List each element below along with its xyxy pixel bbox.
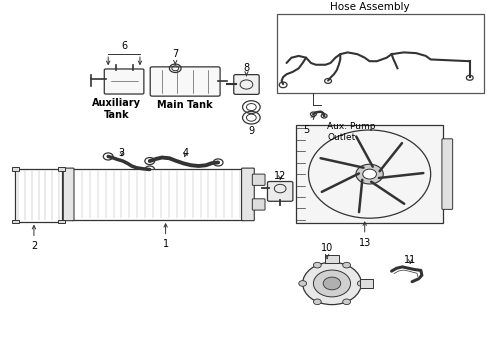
Text: Hose Assembly: Hose Assembly	[330, 2, 410, 12]
FancyBboxPatch shape	[104, 69, 144, 94]
Circle shape	[314, 299, 321, 305]
Circle shape	[314, 262, 321, 268]
FancyBboxPatch shape	[234, 75, 259, 94]
Text: 2: 2	[31, 226, 37, 251]
FancyBboxPatch shape	[150, 67, 220, 96]
Bar	[12, 220, 19, 224]
Text: 9: 9	[248, 126, 254, 136]
Circle shape	[357, 281, 365, 286]
Bar	[296, 125, 443, 224]
Text: 1: 1	[163, 224, 169, 249]
FancyBboxPatch shape	[252, 174, 265, 185]
Text: 3: 3	[119, 148, 125, 158]
Text: 5: 5	[303, 125, 309, 135]
Text: 7: 7	[172, 49, 178, 64]
Bar	[325, 255, 339, 263]
FancyBboxPatch shape	[252, 199, 265, 210]
Circle shape	[343, 299, 350, 305]
Bar	[12, 167, 19, 171]
Bar	[58, 220, 65, 224]
Bar	[58, 167, 65, 171]
Circle shape	[314, 270, 350, 297]
Bar	[360, 279, 372, 288]
Text: 8: 8	[244, 63, 249, 76]
FancyBboxPatch shape	[63, 168, 74, 221]
Bar	[15, 169, 62, 222]
Circle shape	[323, 277, 341, 290]
Bar	[277, 14, 485, 93]
Text: Auxiliary
Tank: Auxiliary Tank	[92, 98, 141, 120]
Text: 12: 12	[274, 171, 286, 181]
Text: 11: 11	[404, 255, 416, 265]
Circle shape	[363, 169, 376, 179]
Text: Main Tank: Main Tank	[157, 100, 213, 110]
FancyBboxPatch shape	[242, 168, 254, 221]
FancyBboxPatch shape	[268, 181, 293, 201]
Text: 13: 13	[359, 222, 371, 248]
Circle shape	[343, 262, 350, 268]
Text: 10: 10	[321, 243, 333, 258]
Bar	[72, 169, 243, 220]
Text: 4: 4	[182, 148, 189, 158]
Circle shape	[356, 164, 383, 184]
Text: 6: 6	[121, 41, 127, 51]
Circle shape	[303, 262, 361, 305]
FancyBboxPatch shape	[442, 139, 453, 210]
Circle shape	[299, 281, 307, 286]
Text: Aux. Pump
Outlet: Aux. Pump Outlet	[327, 122, 376, 141]
